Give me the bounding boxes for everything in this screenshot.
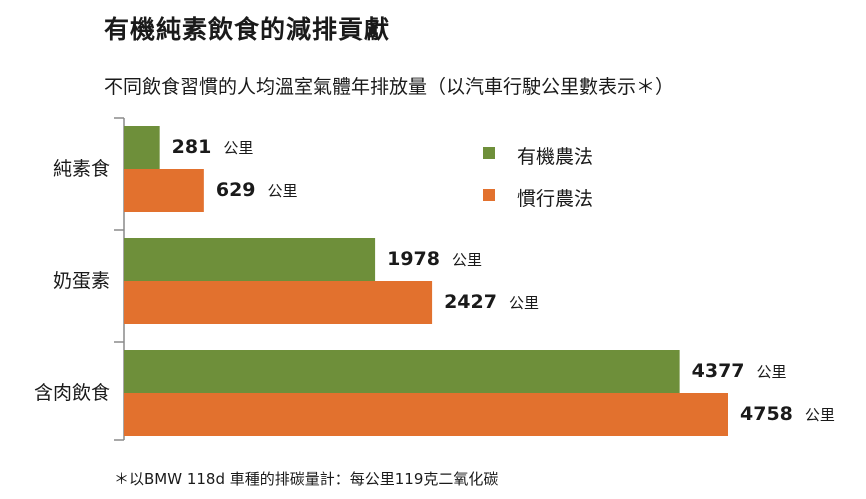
unit-label: 公里 [452,251,482,269]
legend-label: 有機農法 [517,146,593,168]
unit-label: 公里 [509,294,539,312]
bar-conventional [124,393,728,436]
data-label: 2427 [444,291,497,313]
category-label: 奶蛋素 [53,270,110,292]
category-label: 含肉飲食 [34,382,110,404]
legend-label: 慣行農法 [517,188,593,210]
unit-label: 公里 [757,363,787,381]
data-label: 4377 [692,360,745,382]
chart-subtitle: 不同飲食習慣的人均溫室氣體年排放量（以汽車行駛公里數表示＊） [104,76,675,98]
bar-organic [124,238,376,281]
data-label: 1978 [387,248,440,270]
unit-label: 公里 [805,406,835,424]
category-label: 純素食 [53,158,110,180]
data-label: 4758 [740,403,793,425]
bar-conventional [124,281,433,324]
bar-conventional [124,169,204,212]
legend-swatch [483,189,495,201]
legend-swatch [483,147,495,159]
chart-title: 有機純素飲食的減排貢獻 [104,15,391,44]
bar-organic [124,126,160,169]
unit-label: 公里 [223,139,253,157]
data-label: 281 [172,136,212,158]
bar-organic [124,350,680,393]
unit-label: 公里 [268,182,298,200]
footnote: ＊以BMW 118d 車種的排碳量計：每公里119克二氧化碳 [114,470,499,488]
data-label: 629 [216,179,256,201]
